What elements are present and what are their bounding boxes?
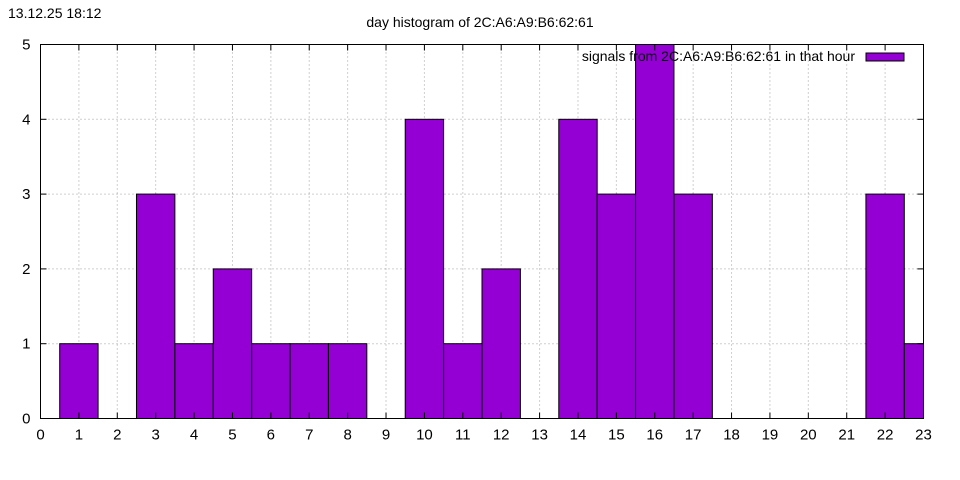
bar xyxy=(174,343,214,420)
x-tick-label: 23 xyxy=(915,427,932,444)
legend-swatch xyxy=(865,52,905,62)
y-tick-label: 0 xyxy=(22,411,30,428)
x-tick-label: 20 xyxy=(800,427,817,444)
x-tick-label: 5 xyxy=(228,427,236,444)
x-tick-label: 3 xyxy=(152,427,160,444)
timestamp: 13.12.25 18:12 xyxy=(8,5,102,21)
x-tick-label: 10 xyxy=(416,427,433,444)
legend: signals from 2C:A6:A9:B6:62:61 in that h… xyxy=(582,48,905,64)
x-tick-label: 7 xyxy=(305,427,313,444)
bars xyxy=(59,44,924,420)
bar xyxy=(865,193,905,419)
x-tick-label: 2 xyxy=(113,427,121,444)
bar xyxy=(404,118,445,420)
y-axis: 0 1 2 3 4 5 xyxy=(22,37,924,428)
x-tick-label: 8 xyxy=(343,427,351,444)
x-tick-label: 11 xyxy=(455,427,471,444)
bar xyxy=(635,44,675,419)
bar xyxy=(59,343,99,420)
x-tick-label: 16 xyxy=(646,427,663,444)
x-tick-label: 19 xyxy=(762,427,779,444)
bar xyxy=(289,343,329,420)
y-tick-label: 5 xyxy=(22,37,30,54)
x-tick-label: 9 xyxy=(382,427,390,444)
x-tick-label: 4 xyxy=(190,427,198,444)
x-tick-label: 22 xyxy=(877,427,894,444)
bar xyxy=(673,193,713,419)
x-tick-label: 21 xyxy=(838,427,855,444)
bar xyxy=(135,193,176,419)
x-tick-label: 15 xyxy=(608,427,625,444)
bar xyxy=(903,343,924,420)
legend-label: signals from 2C:A6:A9:B6:62:61 in that h… xyxy=(582,48,855,64)
y-tick-label: 4 xyxy=(22,111,30,128)
x-tick-label: 6 xyxy=(267,427,275,444)
y-tick-label: 1 xyxy=(22,336,30,353)
bar xyxy=(596,193,637,419)
bar xyxy=(251,343,291,420)
x-tick-label: 18 xyxy=(723,427,740,444)
y-tick-label: 3 xyxy=(22,186,30,203)
x-axis: 0 1 2 3 4 5 6 7 8 9 10 11 12 13 14 15 16 17 18 19 20 21 22 23 xyxy=(36,44,932,444)
bar xyxy=(443,343,483,420)
chart-title: day histogram of 2C:A6:A9:B6:62:61 xyxy=(366,14,593,30)
plot-frame xyxy=(40,44,924,419)
bar xyxy=(327,343,368,420)
bar xyxy=(481,268,521,419)
bar xyxy=(558,118,598,420)
bar xyxy=(212,268,253,419)
x-tick-label: 13 xyxy=(531,427,548,444)
x-tick-label: 14 xyxy=(570,427,587,444)
x-tick-label: 12 xyxy=(493,427,510,444)
x-tick-label: 17 xyxy=(685,427,702,444)
x-tick-label: 0 xyxy=(36,427,44,444)
x-tick-label: 1 xyxy=(75,427,83,444)
y-tick-label: 2 xyxy=(22,261,30,278)
